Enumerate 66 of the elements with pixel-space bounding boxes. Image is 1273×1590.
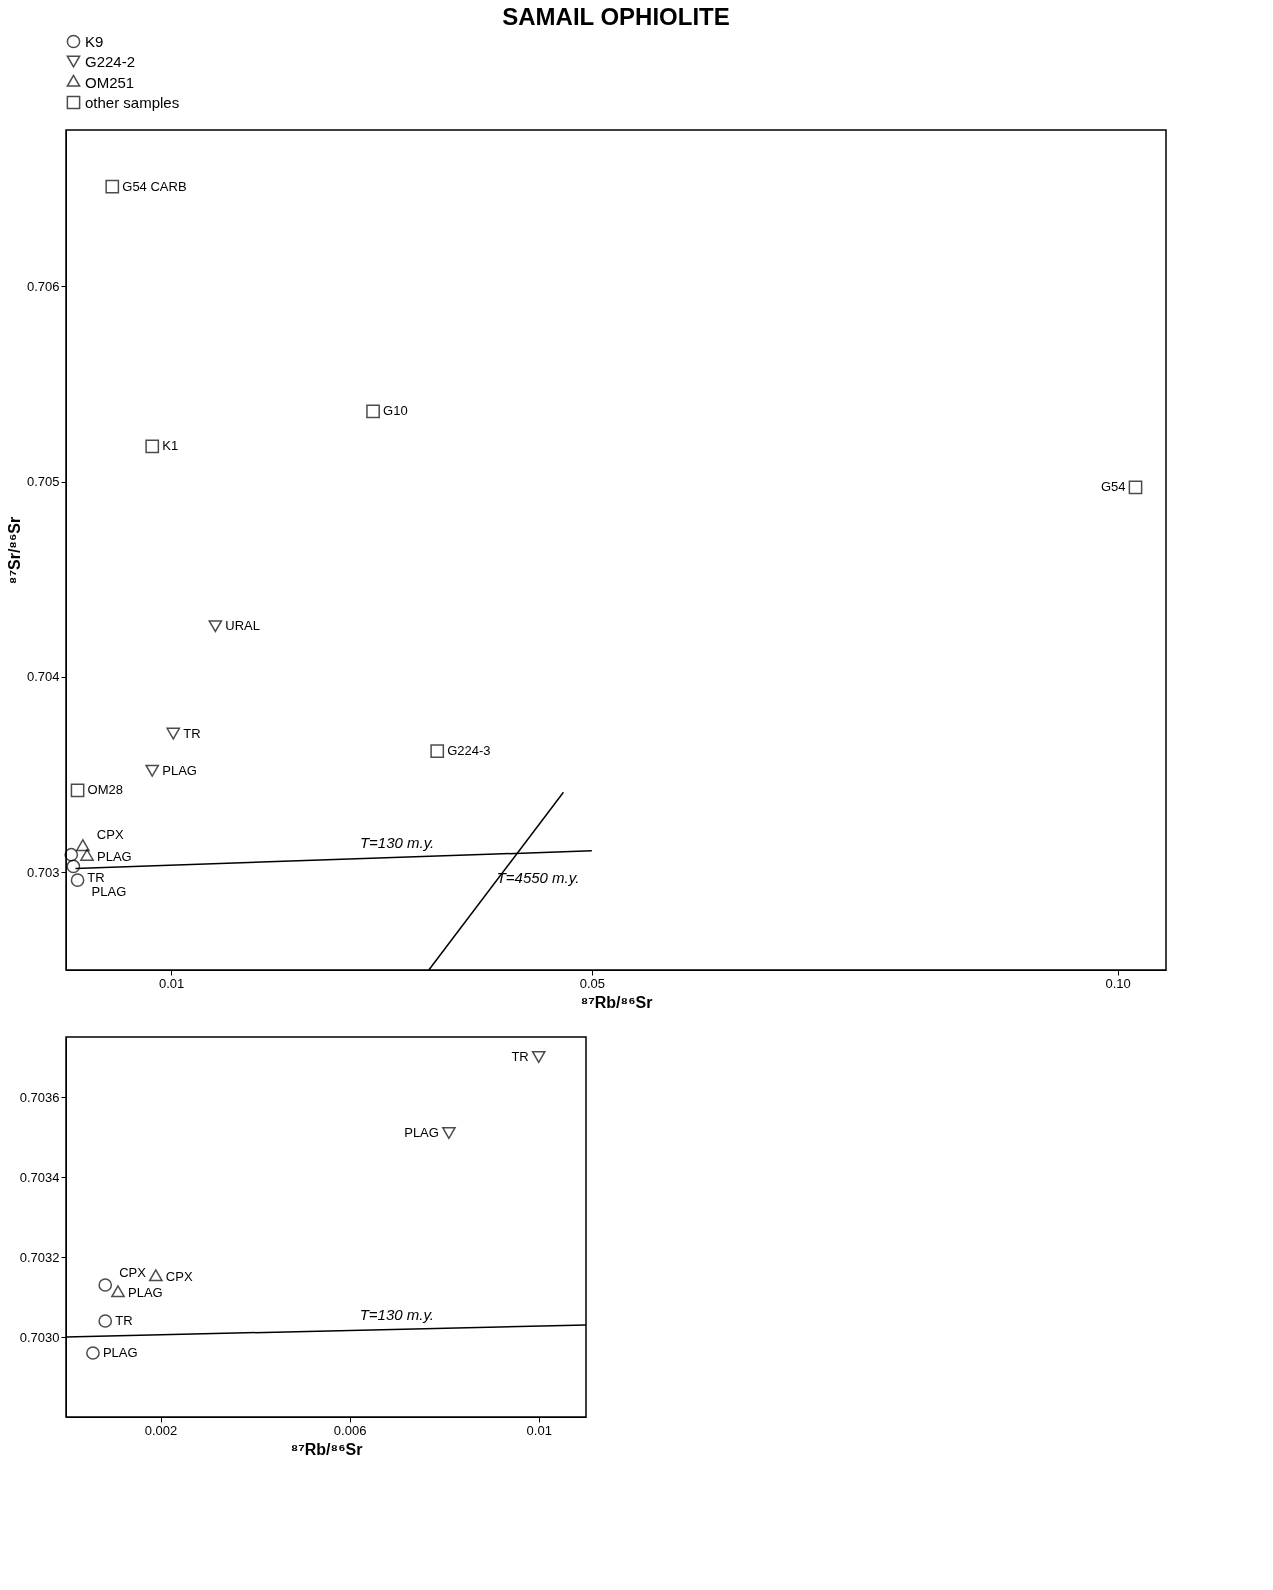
- x-axis-title: ⁸⁷Rb/⁸⁶Sr: [290, 1440, 363, 1458]
- legend-label: K9: [85, 32, 104, 50]
- annotation: T=4550 m.y.: [496, 868, 580, 886]
- point: [105, 179, 120, 194]
- chart-title: SAMAIL OPHIOLITE: [502, 3, 730, 30]
- point: [430, 744, 445, 759]
- point: [64, 847, 79, 862]
- y-tick-label: 0.705: [26, 474, 60, 490]
- x-tick-label: 0.05: [579, 975, 605, 991]
- point: [111, 1285, 125, 1298]
- data-label: G224-3: [447, 743, 491, 759]
- y-tick-label: 0.7032: [19, 1249, 60, 1265]
- x-axis-title: ⁸⁷Rb/⁸⁶Sr: [580, 993, 653, 1011]
- y-tick-label: 0.703: [26, 864, 60, 880]
- legend-label: OM251: [85, 73, 135, 91]
- point: [1128, 480, 1143, 495]
- data-label: TR: [87, 870, 105, 886]
- data-label: PLAG: [102, 1345, 138, 1360]
- data-label: K1: [162, 438, 179, 454]
- point: [442, 1126, 456, 1140]
- legend-label: G224-2: [85, 52, 136, 70]
- x-tick-label: 0.006: [333, 1422, 367, 1438]
- y-tick-label: 0.7030: [19, 1329, 60, 1345]
- y-tick-label: 0.7036: [19, 1089, 60, 1105]
- data-label: CPX: [165, 1269, 193, 1284]
- data-label: OM28: [87, 782, 123, 798]
- data-label: PLAG: [162, 762, 197, 778]
- data-label: PLAG: [91, 884, 127, 900]
- data-label: URAL: [225, 618, 261, 634]
- point: [98, 1278, 113, 1292]
- data-label: G54 CARB: [122, 178, 187, 194]
- point: [98, 1314, 113, 1328]
- x-tick-label: 0.002: [144, 1422, 178, 1438]
- data-label: CPX: [96, 826, 124, 842]
- point: [70, 783, 85, 798]
- y-tick-label: 0.706: [26, 278, 60, 294]
- point: [66, 859, 81, 874]
- y-tick-label: 0.704: [26, 669, 60, 685]
- annotation: T=130 m.y.: [359, 1305, 434, 1323]
- point: [148, 1269, 163, 1282]
- annotation: T=130 m.y.: [359, 833, 435, 851]
- data-label: TR: [183, 725, 201, 741]
- legend-label: other samples: [85, 93, 180, 111]
- point: [531, 1050, 546, 1064]
- y-tick-label: 0.7034: [19, 1169, 60, 1185]
- point: [86, 1346, 100, 1360]
- x-tick-label: 0.01: [526, 1422, 552, 1438]
- point: [166, 727, 181, 740]
- data-label: CPX: [119, 1265, 147, 1280]
- x-tick-label: 0.10: [1105, 975, 1131, 991]
- point: [145, 439, 160, 454]
- point: [145, 764, 160, 777]
- point: [70, 873, 85, 887]
- x-tick-label: 0.01: [159, 975, 185, 991]
- data-label: PLAG: [128, 1285, 163, 1300]
- point: [80, 848, 94, 861]
- data-label: G10: [383, 403, 408, 419]
- y-axis-title: ⁸⁷Sr/⁸⁶Sr: [5, 516, 23, 585]
- point: [75, 839, 90, 852]
- data-label: PLAG: [97, 848, 132, 864]
- data-label: TR: [511, 1049, 529, 1064]
- data-label: TR: [115, 1313, 133, 1328]
- point: [208, 620, 223, 633]
- point: [366, 404, 380, 419]
- data-label: G54: [1100, 479, 1126, 495]
- data-label: PLAG: [404, 1125, 439, 1140]
